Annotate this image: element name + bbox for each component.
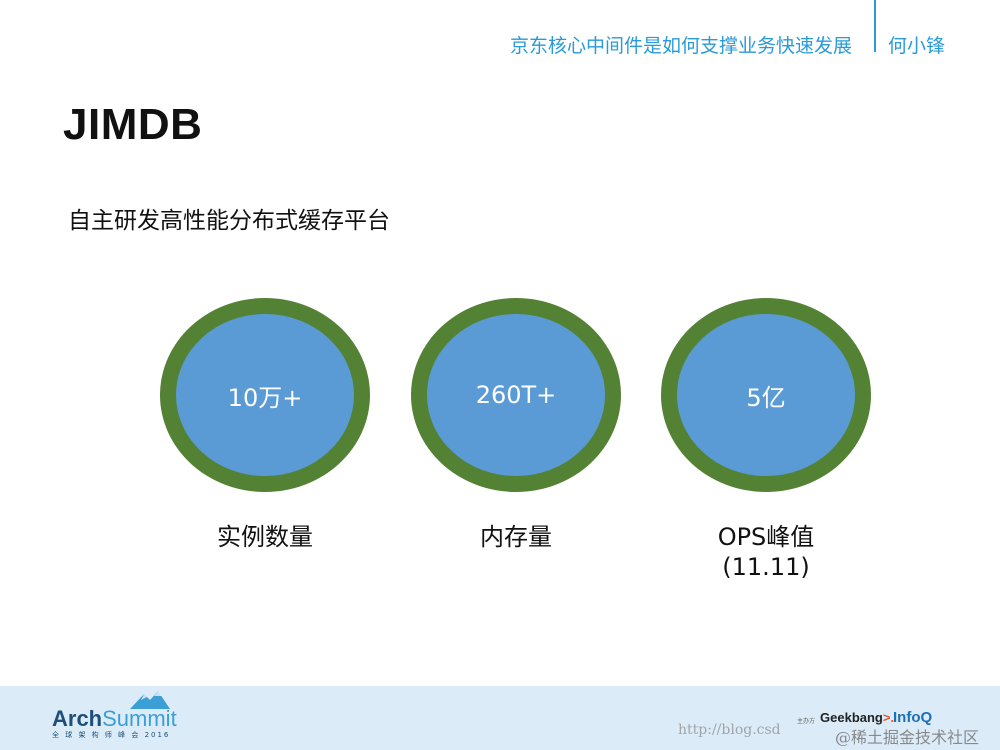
stat-circle-ops: 5亿 xyxy=(661,298,871,492)
geekbang-logo: Geekbang>. xyxy=(820,710,894,725)
stat-value-memory: 260T+ xyxy=(475,381,557,409)
geekbang-suffix: >. xyxy=(882,710,895,725)
stat-label-ops-line1: OPS峰值 xyxy=(717,523,815,551)
stat-label-instances: 实例数量 xyxy=(217,523,313,551)
footer-bar: ArchSummit 全 球 架 构 师 峰 会 2016 主办方 Geekba… xyxy=(0,686,1000,750)
stat-value-ops: 5亿 xyxy=(746,383,786,412)
slide-title: JIMDB xyxy=(63,100,203,149)
slide-subtitle: 自主研发高性能分布式缓存平台 xyxy=(68,208,390,234)
watermark-community: @稀土掘金技术社区 xyxy=(835,728,980,747)
brand-summit: Summit xyxy=(102,706,177,731)
sponsor-label: 主办方 xyxy=(797,718,816,725)
mountain-icon xyxy=(130,691,170,709)
brand-tagline: 全 球 架 构 师 峰 会 2016 xyxy=(52,731,171,739)
stat-label-ops-line2: (11.11) xyxy=(722,553,810,581)
header-divider xyxy=(874,0,876,52)
watermark-url: http://blog.csd xyxy=(678,722,781,738)
brand-arch: Arch xyxy=(52,706,103,731)
stat-circle-instances: 10万+ xyxy=(160,298,370,492)
archsummit-logo: ArchSummit 全 球 架 构 师 峰 会 2016 xyxy=(52,691,177,740)
stat-value-instances: 10万+ xyxy=(227,383,303,412)
infoq-logo: InfoQ xyxy=(893,709,933,726)
geekbang-accent: bang xyxy=(851,710,883,725)
header-subtitle: 京东核心中间件是如何支撑业务快速发展 xyxy=(509,35,852,57)
stat-label-memory: 内存量 xyxy=(480,523,552,551)
stat-label-ops: OPS峰值 (11.11) xyxy=(656,522,876,582)
geekbang-main: Geek xyxy=(820,710,852,725)
stat-circle-memory: 260T+ xyxy=(411,298,621,492)
header-author: 何小锋 xyxy=(888,35,946,57)
